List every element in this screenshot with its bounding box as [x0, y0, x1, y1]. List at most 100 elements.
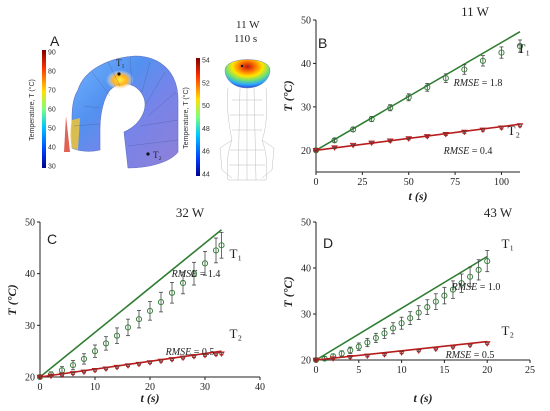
- y-axis-label: T (°C): [281, 276, 295, 307]
- data-point: [424, 304, 431, 311]
- data-point: [331, 137, 338, 144]
- data-point: [479, 57, 486, 64]
- rmse-label: RMSE = 1.4: [171, 269, 221, 280]
- point-t1-marker: [117, 72, 121, 76]
- x-axis-label: t (s): [414, 391, 433, 405]
- colorbar-tick-label: 40: [48, 145, 56, 152]
- data-point: [157, 299, 165, 306]
- series-label: T₁: [502, 236, 514, 251]
- data-point: [146, 360, 154, 366]
- x-tick-label: 10: [90, 382, 100, 393]
- x-tick-label: 30: [200, 382, 210, 393]
- rmse-label: RMSE = 0.5: [445, 350, 495, 361]
- head-time: 110 s: [234, 33, 257, 45]
- data-point: [498, 49, 505, 56]
- colorbar-tick-label: 60: [48, 107, 56, 114]
- data-point: [423, 134, 431, 140]
- colorbar-left: Temperature, T (°C) 90 80 70 60 50 40 30: [28, 50, 56, 171]
- series-label: T₁: [518, 41, 530, 56]
- head-power: 11 W: [236, 19, 260, 31]
- x-tick-label: 25: [525, 365, 535, 376]
- x-tick-label: 40: [255, 382, 265, 393]
- x-tick-label: 100: [494, 177, 509, 188]
- colorbar-tick-label: 70: [48, 88, 56, 95]
- colorbar-left-gradient: [42, 50, 46, 168]
- data-point: [460, 129, 468, 136]
- data-point: [398, 350, 406, 356]
- data-point: [331, 145, 338, 151]
- x-axis-label: t (s): [409, 189, 428, 203]
- data-point: [368, 115, 375, 123]
- y-tick-label: 40: [301, 59, 311, 70]
- data-point: [405, 136, 413, 142]
- data-point: [47, 373, 55, 380]
- data-point: [355, 343, 362, 350]
- data-point: [58, 372, 66, 379]
- data-point: [113, 332, 121, 339]
- colorbar-tick-label: 80: [48, 69, 56, 76]
- x-tick-label: 10: [397, 365, 407, 376]
- data-point: [466, 343, 474, 349]
- data-point: [91, 368, 99, 374]
- x-axis-label: t (s): [141, 391, 160, 405]
- x-tick-label: 50: [404, 177, 414, 188]
- y-tick-label: 50: [25, 218, 35, 229]
- data-point: [424, 84, 431, 91]
- data-point: [113, 364, 121, 371]
- data-point: [368, 140, 376, 147]
- tissue-model: T₁ T₂: [64, 55, 179, 169]
- y-tick-label: 30: [301, 102, 311, 113]
- y-tick-label: 50: [301, 218, 311, 229]
- data-point: [102, 366, 110, 372]
- panel-c-letter: C: [47, 231, 57, 247]
- colorbar-right-gradient: [196, 58, 200, 176]
- x-tick-label: 0: [38, 382, 43, 393]
- data-point: [329, 356, 337, 362]
- panel-b-letter: B: [318, 35, 327, 51]
- panel-a: A Temperature, T (°C) 90 80 70 60 50 40 30 T₁ …: [28, 19, 275, 181]
- colorbar-left-label: Temperature, T (°C): [28, 79, 36, 141]
- data-point: [135, 361, 143, 368]
- model-line: [315, 255, 488, 361]
- point-t2-label: T₂: [153, 150, 162, 160]
- y-axis-label: T (°C): [281, 80, 295, 111]
- y-tick-label: 40: [25, 269, 35, 280]
- chart-title: 43 W: [484, 205, 513, 220]
- chart-d: 0 5 10 15 20 25 20 30 40 50 t (s) T (°C) 43 W T₁ RMSE …: [281, 205, 535, 405]
- x-tick-label: 20: [145, 382, 155, 393]
- series-2: T₂ RMSE = 0.5: [36, 326, 242, 381]
- data-point: [218, 242, 225, 249]
- head-probe-marker: [240, 64, 244, 68]
- data-point: [432, 298, 439, 305]
- y-tick-label: 30: [25, 321, 35, 332]
- series-1: T₁ RMSE = 1.8: [312, 31, 530, 154]
- colorbar-left-ticks: 90 80 70 60 50 40 30: [48, 50, 56, 171]
- rmse-label: RMSE = 0.5: [165, 347, 215, 358]
- series-1: T₁ RMSE = 1.0: [312, 236, 514, 364]
- data-point: [212, 247, 220, 254]
- y-tick-label: 30: [301, 310, 311, 321]
- data-point: [381, 352, 388, 358]
- chart-c: 0 10 20 30 40 20 30 40 50 t (s) T (°C) 32 W T₁ RMSE =…: [5, 205, 265, 405]
- data-point: [347, 347, 354, 354]
- data-point: [346, 354, 354, 361]
- colorbar-tick-label: 44: [202, 172, 210, 179]
- data-point: [415, 348, 423, 355]
- chart-title: 11 W: [461, 4, 490, 19]
- colorbar-tick-label: 30: [48, 164, 56, 171]
- y-tick-label: 20: [301, 146, 311, 157]
- series-label: T₂: [230, 326, 242, 341]
- rmse-label: RMSE = 1.0: [451, 282, 501, 293]
- y-tick-label: 20: [25, 373, 35, 384]
- colorbar-tick-label: 50: [48, 126, 56, 133]
- data-point: [372, 334, 379, 341]
- data-point: [467, 273, 474, 280]
- data-point: [449, 344, 457, 351]
- data-point: [157, 358, 165, 365]
- point-t1-label: T₁: [116, 58, 125, 68]
- series-label: T₂: [502, 323, 514, 338]
- data-point: [80, 369, 88, 376]
- data-point: [179, 279, 187, 287]
- colorbar-right: Temperature, T (°C) 54 52 50 48 46 44: [182, 58, 210, 179]
